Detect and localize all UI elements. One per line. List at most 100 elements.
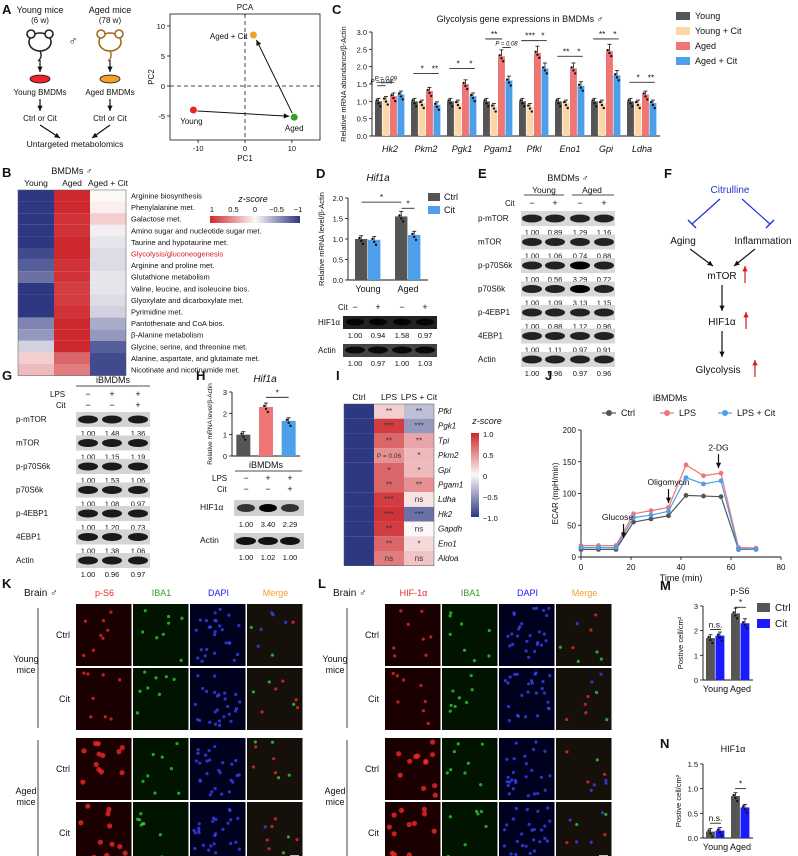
cell-signal [487,654,491,658]
cell-signal [203,654,207,658]
data-point [392,96,395,100]
blot-quant: 1.00 [525,299,540,308]
cell-signal [586,780,590,784]
blot-quant: 1.06 [131,547,146,556]
mtor-label: mTOR [707,271,736,282]
blot-quant: 1.09 [548,299,563,308]
y-tick-label: 2.0 [357,63,367,72]
significance-label: *** [525,31,536,41]
blot-sign: − [529,198,534,208]
significance-label: P = 0.08 [495,42,518,48]
data-point [428,91,431,95]
data-point [631,105,634,108]
data-point [523,105,526,108]
blot-band [594,355,614,364]
data-point [720,834,723,837]
western-blot-band [521,258,615,273]
cell-signal [462,648,467,652]
channel-label: Merge [572,588,598,598]
data-point [629,102,632,105]
cell-signal [420,785,427,792]
data-point [562,100,566,104]
gene-label: Ldha [438,495,456,504]
gene-label: Hk2 [438,510,453,519]
cell-signal [106,628,110,632]
mouse-ear [26,29,36,39]
microscopy-image [76,802,132,856]
heatmap-cell [344,462,374,478]
cell-signal [281,851,286,855]
bar [236,434,251,456]
tissue-label: Brain ♂ [24,588,58,599]
y-tick-label: 3.0 [357,28,367,37]
cell-signal [157,692,162,696]
data-point [718,478,724,484]
group-label: Aged [324,786,345,796]
cell-signal [154,676,158,680]
arrow-head [107,66,113,72]
blot-band [415,346,435,354]
heatmap-significance: * [387,466,390,475]
microscopy-image [556,738,612,800]
heatmap-significance: * [417,539,420,548]
microscopy-image [76,668,132,730]
blot-quant: 1.00 [525,275,540,284]
blot-quant: 1.00 [348,331,363,340]
heatmap-cell [344,521,374,537]
legend-label: Cit [775,619,787,630]
cell-signal [235,707,239,711]
data-point [600,103,604,107]
heatmap-cell [344,433,374,449]
cell-signal [199,648,203,652]
y-tick-label: 0.0 [357,132,367,141]
heatmap-cell [90,329,126,341]
cell-signal [251,765,256,769]
blot-band [594,238,614,246]
pathway-label: Phenylalanine met. [131,203,195,212]
blot-band [128,439,148,447]
channel-label: IBA1 [152,588,172,598]
data-point [718,494,724,500]
data-point [415,105,418,108]
pca-x-label: PC1 [237,154,253,163]
blot-quant: 1.00 [395,359,410,368]
heatmap-column-label: LPS [381,392,397,402]
cell-signal [118,678,122,682]
blot-quant: 0.97 [371,359,386,368]
data-point [613,545,619,550]
condition-label: Cit [368,828,379,838]
cell-signal [466,761,470,765]
heatmap-cell [18,201,54,214]
cell-signal [532,838,536,842]
cell-signal [222,715,226,719]
blot-band [78,462,98,471]
blot-protein-label: p-4EBP1 [16,509,49,518]
cell-signal [524,775,528,779]
blot-quant: 0.96 [105,570,120,579]
arrow-head [92,132,98,138]
heatmap-significance: ** [416,407,422,416]
heatmap-cell [90,248,126,260]
cell-signal [81,748,87,754]
cell-signal [531,747,536,752]
cell-signal [476,812,480,816]
cell-signal [249,625,253,630]
blot-sign: − [399,302,404,312]
cell-signal [105,811,111,817]
blot-quant: 0.97 [573,369,588,378]
significance-label: * [636,72,640,82]
cell-signal [101,619,106,623]
data-point [373,240,376,244]
category-label: Ldha [632,144,652,154]
bar [731,613,740,680]
zscore-tick-label: −0.5 [483,493,498,502]
data-point [400,217,403,220]
bar [411,101,418,136]
microscopy-image [190,738,246,800]
heatmap-cell [54,364,90,376]
panel-letter-m: M [660,578,671,593]
cell-signal [423,700,427,704]
cell-signal [398,807,405,814]
panel-letter-g: G [2,368,12,383]
blot-quant: 0.72 [597,275,612,284]
